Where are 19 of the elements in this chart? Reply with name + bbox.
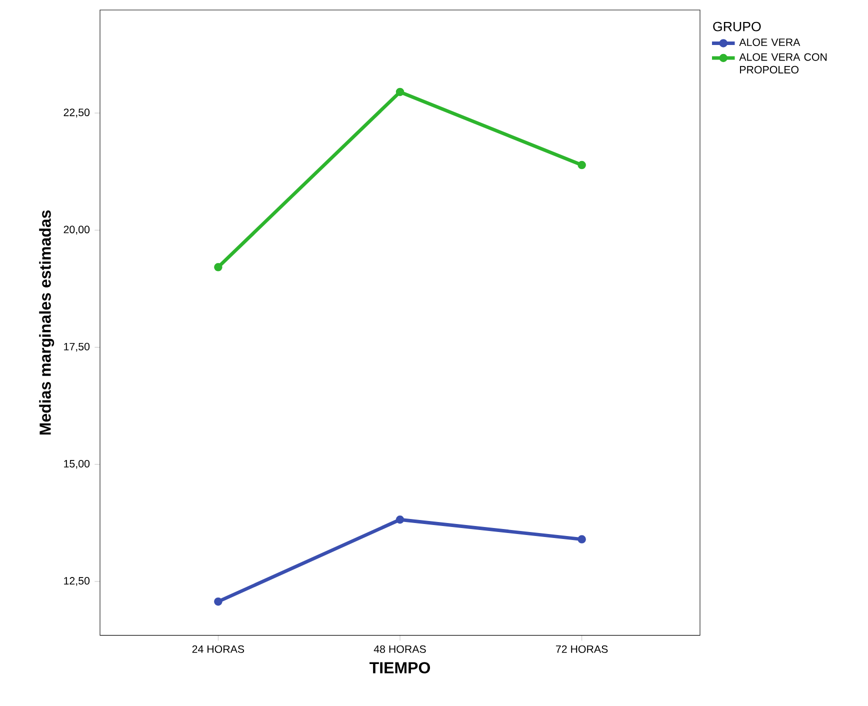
point — [578, 535, 586, 544]
y-tick-label: 15,00 — [64, 460, 90, 469]
x-tick-label: 72 HORAS — [556, 645, 608, 653]
point — [214, 597, 222, 606]
point — [396, 515, 404, 524]
y-tick-label: 22,50 — [64, 108, 90, 118]
y-tick-label: 20,00 — [64, 226, 90, 235]
legend-title: GRUPO — [713, 22, 761, 32]
x-axis-title: TIEMPO — [370, 662, 430, 674]
legend-label: ALOE VERA — [739, 38, 800, 46]
y-axis-title: Medias marginales estimadas — [39, 210, 54, 435]
point — [578, 160, 586, 170]
x-tick-label: 48 HORAS — [374, 645, 426, 653]
legend-label: ALOE VERA CON PROPOLEO — [739, 53, 827, 74]
point — [396, 88, 404, 96]
x-tick-label: 24 HORAS — [192, 645, 244, 653]
point — [214, 263, 222, 272]
y-tick-label: 12,50 — [64, 577, 90, 586]
y-tick-label: 17,50 — [64, 342, 90, 352]
